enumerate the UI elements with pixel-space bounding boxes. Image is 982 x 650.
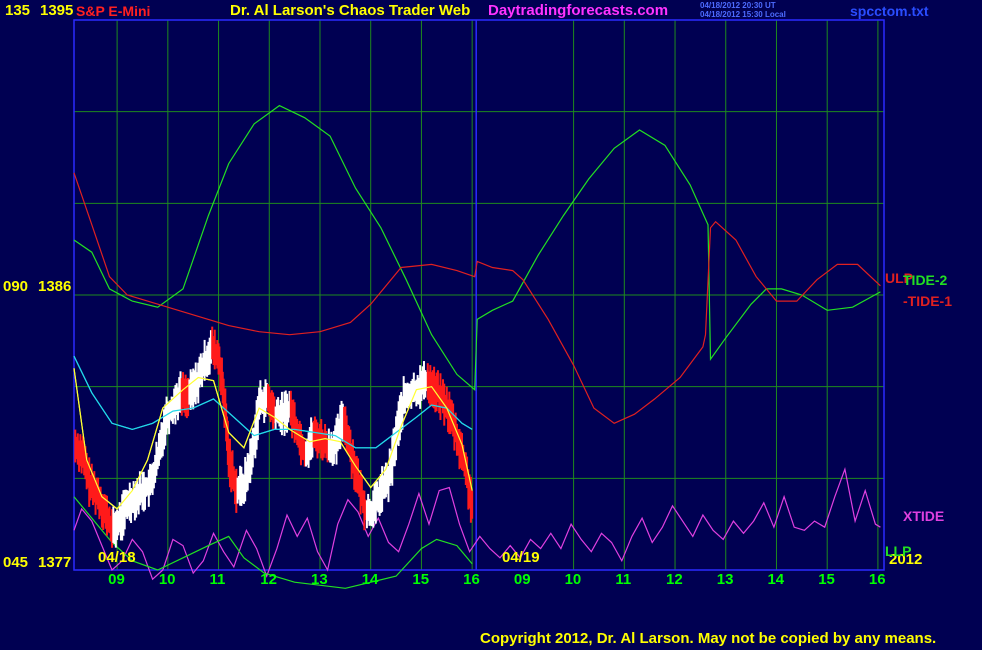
x-tick-label: 14 (361, 571, 379, 588)
copyright-text: Copyright 2012, Dr. Al Larson. May not b… (480, 630, 937, 647)
x-tick-label: 09 (513, 571, 531, 588)
series-tide-2-line (73, 104, 881, 391)
x-tick-label: 12 (666, 571, 683, 588)
series-llp-line (73, 496, 473, 589)
series-ma-slow-overlay (73, 355, 473, 449)
series-tide-1-line (73, 172, 881, 424)
x-tick-label: 10 (158, 571, 176, 588)
mid-price-label: 1386 (38, 278, 72, 295)
tide1-label: -TIDE-1 (903, 293, 952, 309)
ulp-label: ULP (885, 270, 913, 286)
site-name: Daytradingforecasts.com (488, 2, 669, 19)
bottom-angle-label: 045 (3, 554, 29, 571)
x-tick-label: 16 (463, 571, 480, 588)
x-tick-label: 13 (716, 571, 734, 588)
bottom-price-label: 1377 (38, 554, 72, 571)
x-tick-label: 10 (564, 571, 582, 588)
llp-label: LLP (885, 543, 912, 559)
x-tick-label: 09 (108, 571, 125, 588)
date-label-day1: 04/18 (98, 549, 136, 566)
series-ma-fast-overlay (73, 368, 473, 510)
xtide-label: XTIDE (903, 508, 945, 524)
x-tick-label: 12 (260, 571, 277, 588)
symbol-title: S&P E-Mini (76, 3, 151, 19)
x-tick-label: 14 (767, 571, 785, 588)
year-label: 2012 (889, 551, 923, 568)
timestamp-local: 04/18/2012 15:30 Local (700, 10, 786, 19)
x-tick-label: 13 (310, 571, 328, 588)
chart-title: Dr. Al Larson's Chaos Trader Web (230, 2, 471, 19)
x-tick-label: 15 (818, 571, 835, 588)
date-label-day2: 04/19 (502, 549, 540, 566)
x-tick-label: 11 (209, 571, 226, 588)
plot-frame (73, 19, 885, 571)
tide2-label: TIDE-2 (903, 272, 948, 288)
x-tick-label: 16 (868, 571, 886, 588)
x-tick-label: 15 (412, 571, 430, 588)
mid-angle-label: 090 (3, 278, 29, 295)
series-xtide-line (73, 466, 881, 581)
filename-label: spcctom.txt (850, 3, 929, 19)
top-angle-label: 135 (5, 2, 31, 19)
top-price-label: 1395 (40, 2, 74, 19)
timestamp-ut: 04/18/2012 20:30 UT (700, 1, 776, 10)
x-tick-label: 11 (615, 571, 632, 588)
